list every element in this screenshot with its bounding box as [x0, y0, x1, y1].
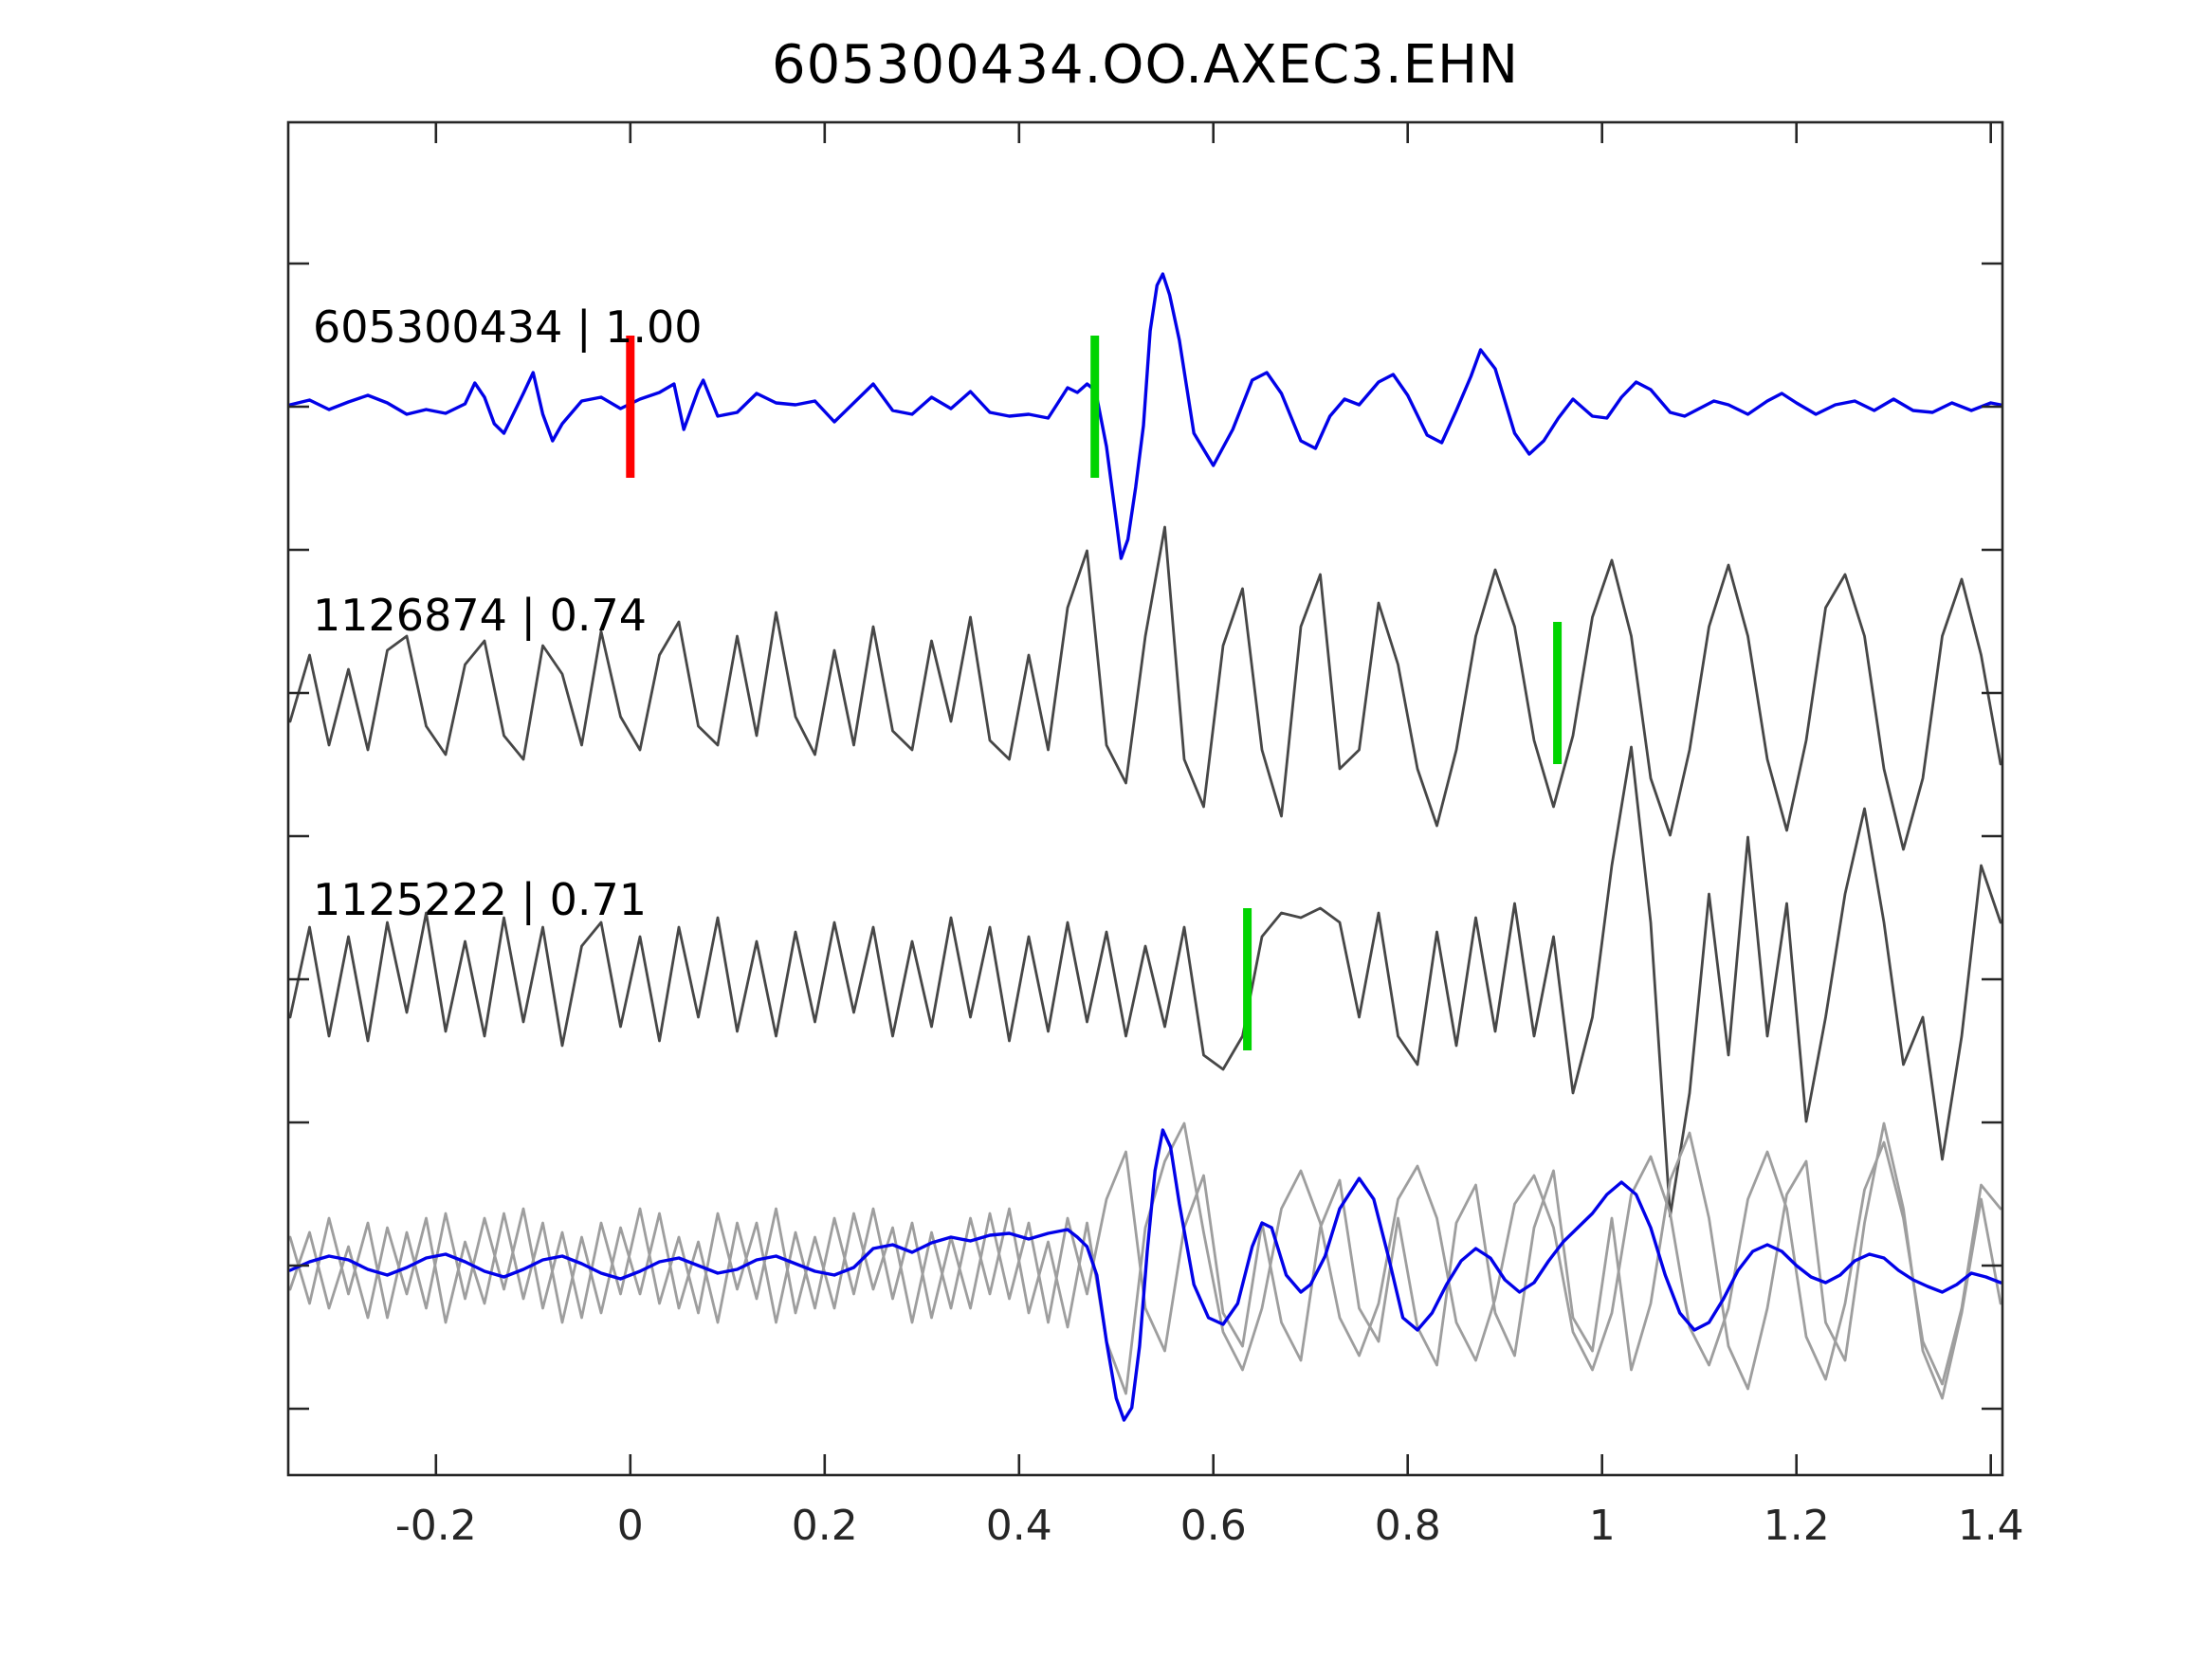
- trace-label-2: 1126874 | 0.74: [313, 590, 648, 641]
- x-tick-label-0.4: 0.4: [985, 1502, 1052, 1550]
- chart-title: 605300434.OO.AXEC3.EHN: [771, 34, 1520, 96]
- trace-line-1125222: [288, 745, 2002, 1218]
- trace-label-1: 605300434 | 1.00: [313, 301, 703, 353]
- x-tick-label-1.4: 1.4: [1957, 1502, 2024, 1550]
- x-tick-label-0.6: 0.6: [1179, 1502, 1247, 1550]
- trace-line-605300434: [288, 272, 2002, 560]
- x-tick-label-1: 1: [1588, 1502, 1616, 1550]
- pick-green-trace-1-marker: [1090, 336, 1100, 478]
- pick-green-trace-3-marker: [1243, 908, 1252, 1050]
- x-tick-label--0.2: -0.2: [394, 1502, 477, 1550]
- trace-line-overlay-detection-1: [288, 1121, 2002, 1395]
- x-tick-label-0.2: 0.2: [791, 1502, 858, 1550]
- pick-green-trace-2-marker: [1553, 622, 1563, 764]
- trace-line-1126874: [288, 525, 2002, 851]
- trace-label-3: 1125222 | 0.71: [313, 874, 648, 925]
- trace-line-overlay-detection-2: [288, 1121, 2002, 1400]
- plot-frame: [286, 120, 2004, 1477]
- x-tick-label-0: 0: [616, 1502, 644, 1550]
- trace-line-overlay-template: [288, 1128, 2002, 1422]
- template-pick-red-marker: [626, 336, 635, 478]
- x-tick-label-1.2: 1.2: [1763, 1502, 1830, 1550]
- x-tick-label-0.8: 0.8: [1374, 1502, 1441, 1550]
